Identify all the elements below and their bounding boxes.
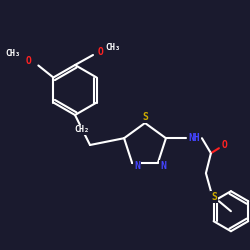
Text: N: N bbox=[160, 161, 166, 171]
Text: CH₃: CH₃ bbox=[6, 49, 21, 58]
Text: O: O bbox=[98, 47, 104, 57]
Text: O: O bbox=[222, 140, 228, 150]
Text: NH: NH bbox=[188, 133, 200, 143]
Text: O: O bbox=[26, 56, 31, 66]
Text: S: S bbox=[142, 112, 148, 122]
Text: N: N bbox=[134, 161, 140, 171]
Text: CH₂: CH₂ bbox=[74, 126, 90, 134]
Text: S: S bbox=[211, 192, 217, 202]
Text: CH₃: CH₃ bbox=[106, 42, 120, 51]
